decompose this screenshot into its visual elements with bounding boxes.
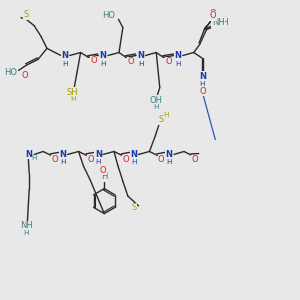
Text: H: H [131, 160, 136, 166]
Text: H: H [200, 81, 205, 87]
Text: H: H [138, 61, 143, 67]
Text: NH: NH [212, 18, 225, 27]
Text: O: O [21, 70, 28, 80]
Text: O: O [209, 9, 216, 18]
Text: N: N [25, 150, 32, 159]
Text: N: N [199, 72, 206, 81]
Text: H: H [101, 172, 107, 181]
Text: H: H [32, 155, 37, 161]
Text: S: S [159, 115, 164, 124]
Text: N: N [100, 51, 106, 60]
Text: O: O [100, 166, 106, 175]
Text: H: H [175, 61, 181, 67]
Text: O: O [199, 87, 206, 96]
Text: N: N [95, 150, 102, 159]
Text: S: S [131, 203, 136, 212]
Text: H: H [23, 230, 29, 236]
Text: N: N [59, 150, 66, 159]
Text: O: O [52, 155, 58, 164]
Text: H: H [100, 61, 106, 67]
Text: O: O [210, 11, 216, 20]
Text: H: H [96, 160, 101, 166]
Text: O: O [192, 155, 199, 164]
Text: HO: HO [4, 68, 17, 77]
Text: NH: NH [216, 18, 229, 27]
Text: H: H [60, 160, 66, 166]
Text: O: O [128, 57, 134, 66]
Text: O: O [158, 155, 165, 164]
Text: O: O [122, 155, 129, 164]
Text: O: O [87, 155, 94, 164]
Text: H: H [62, 61, 68, 67]
Text: O: O [90, 56, 97, 65]
Text: H: H [164, 112, 169, 118]
Text: H: H [167, 160, 172, 166]
Text: N: N [175, 51, 182, 60]
Text: H: H [154, 104, 159, 110]
Text: N: N [130, 150, 137, 159]
Text: N: N [137, 51, 144, 60]
Text: SH: SH [67, 88, 79, 97]
Text: HO: HO [103, 11, 116, 20]
Text: OH: OH [150, 96, 163, 105]
Text: N: N [61, 51, 68, 60]
Text: N: N [166, 150, 173, 159]
Text: S: S [24, 10, 29, 19]
Text: H: H [70, 97, 75, 103]
Text: NH: NH [20, 221, 33, 230]
Text: O: O [165, 57, 172, 66]
